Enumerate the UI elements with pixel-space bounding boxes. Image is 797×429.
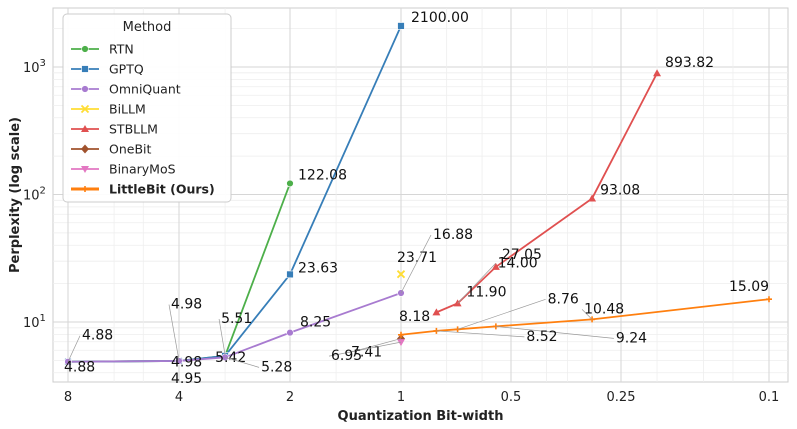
data-label: 23.71: [397, 250, 437, 266]
data-label: 2100.00: [411, 10, 469, 26]
billm-point: [396, 270, 406, 279]
stbllm-point: [653, 69, 662, 77]
x-tick-label: 8: [64, 390, 72, 405]
littlebit-ours-point: [454, 326, 461, 333]
y-tick-label: 103: [23, 58, 46, 76]
legend-label-stbllm: STBLLM: [109, 122, 158, 137]
x-tick-label: 0.1: [759, 390, 780, 405]
annotation-leader: [328, 341, 402, 357]
data-label: 5.28: [261, 359, 292, 375]
x-tick-label: 1: [397, 390, 405, 405]
legend-label-gptq: GPTQ: [109, 62, 144, 77]
data-label: 14.00: [498, 255, 538, 271]
legend-title: Method: [123, 20, 172, 35]
legend-label-littlebit-ours: LittleBit (Ours): [109, 182, 215, 197]
x-tick-label: 0.5: [501, 390, 522, 405]
y-axis-title: Perplexity (log scale): [8, 117, 23, 273]
annotation-leader: [495, 326, 614, 339]
data-label: 122.08: [298, 167, 347, 183]
data-label: 10.48: [584, 301, 624, 317]
data-label: 4.98: [171, 297, 202, 313]
annotation-leader: [168, 304, 180, 361]
littlebit-ours-point: [398, 331, 404, 338]
y-tick-label: 102: [23, 186, 46, 204]
legend-marker-billm: [80, 104, 90, 114]
annotation-leader: [581, 309, 593, 320]
x-tick-label: 0.25: [607, 390, 636, 405]
annotation-leader: [224, 357, 260, 368]
data-label: 4.88: [82, 328, 113, 344]
legend-label-omniquant: OmniQuant: [109, 82, 181, 97]
data-label: 15.09: [729, 279, 769, 295]
x-tick-label: 4: [175, 390, 183, 405]
data-label: 27.05: [502, 247, 542, 263]
data-label: 4.98: [171, 355, 202, 371]
stbllm-point: [432, 308, 441, 316]
rtn-point: [286, 179, 294, 188]
stbllm-point: [491, 262, 500, 270]
data-label: 11.90: [466, 284, 506, 300]
annotation-leader: [457, 263, 496, 304]
legend-marker-stbllm: [81, 125, 89, 132]
omniquant-point: [175, 357, 183, 365]
omniquant-point: [286, 328, 294, 337]
annotation-leader: [400, 234, 432, 294]
annotation-leader: [67, 335, 81, 362]
legend-label-rtn: RTN: [109, 42, 134, 57]
data-label: 8.76: [548, 291, 579, 307]
data-label: 7.41: [351, 345, 382, 361]
stbllm-point: [588, 194, 597, 202]
legend-label-binarymos: BinaryMoS: [109, 162, 176, 177]
legend-marker-rtn: [81, 45, 89, 53]
annotation-leader: [436, 330, 525, 338]
data-label: 16.88: [433, 227, 473, 243]
x-tick-label: 2: [286, 390, 294, 405]
data-label: 5.42: [215, 350, 246, 366]
data-label: 23.63: [298, 260, 338, 276]
legend-marker-omniquant: [81, 85, 89, 93]
data-label: 8.52: [526, 329, 557, 345]
legend-marker-onebit: [81, 144, 89, 154]
annotation-leader: [218, 318, 226, 356]
gptq-point: [286, 270, 294, 279]
littlebit-ours-point: [766, 296, 772, 303]
annotation-leader: [457, 298, 546, 330]
gptq-point: [397, 22, 405, 30]
data-label: 8.25: [300, 315, 331, 331]
data-label: 4.88: [64, 360, 95, 376]
y-tick-label: 101: [23, 313, 46, 331]
data-label: 6.95: [331, 348, 362, 364]
data-label: 93.08: [600, 182, 640, 198]
data-label: 5.51: [221, 311, 252, 327]
data-label: 4.95: [171, 371, 202, 387]
legend-label-onebit: OneBit: [109, 142, 152, 157]
data-label: 8.18: [399, 309, 430, 325]
littlebit-ours-line: [400, 298, 770, 336]
data-label: 9.24: [616, 330, 647, 346]
data-label: 893.82: [665, 55, 714, 71]
x-axis-title: Quantization Bit-width: [338, 409, 504, 424]
binarymos-point: [397, 339, 405, 347]
legend-marker-gptq: [81, 65, 89, 73]
legend-marker-littlebit-ours: [82, 186, 88, 192]
legend-box: [62, 13, 232, 203]
legend-marker-binarymos: [81, 166, 89, 173]
legend-label-billm: BiLLM: [109, 102, 146, 117]
